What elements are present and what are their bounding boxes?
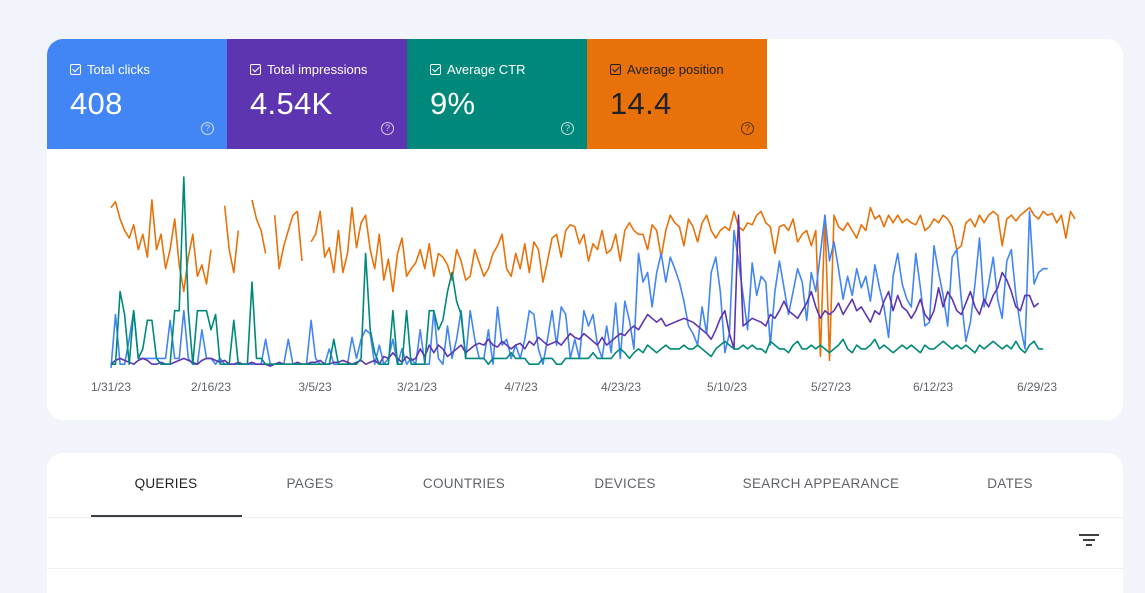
metric-card-total-impressions[interactable]: Total impressions 4.54K ? <box>227 39 407 149</box>
series-line-average-ctr <box>111 176 1044 365</box>
series-line-average-position <box>310 206 1076 362</box>
report-tabs-card: QUERIES PAGES COUNTRIES DEVICES SEARCH A… <box>47 453 1123 593</box>
tab-devices[interactable]: DEVICES <box>594 476 656 491</box>
metric-value: 408 <box>70 86 123 121</box>
help-icon[interactable]: ? <box>741 122 754 135</box>
performance-line-chart[interactable]: 1/31/23 2/16/23 3/5/23 3/21/23 4/7/23 4/23/23… <box>47 149 1123 420</box>
x-tick-label: 4/23/23 <box>601 380 641 394</box>
x-tick-label: 3/5/23 <box>298 380 332 394</box>
x-tick-label: 1/31/23 <box>91 380 131 394</box>
x-tick-label: 3/21/23 <box>397 380 437 394</box>
x-tick-label: 2/16/23 <box>191 380 231 394</box>
metric-label: Average position <box>627 62 724 77</box>
tab-search-appearance[interactable]: SEARCH APPEARANCE <box>742 476 900 491</box>
tab-queries[interactable]: QUERIES <box>134 476 198 491</box>
metric-label: Total clicks <box>87 62 150 77</box>
x-tick-label: 5/27/23 <box>811 380 851 394</box>
filter-list-icon[interactable] <box>1078 532 1100 548</box>
series-line-total-impressions <box>110 214 1040 367</box>
tab-pages[interactable]: PAGES <box>286 476 334 491</box>
checkbox-icon[interactable] <box>70 64 81 75</box>
x-tick-label: 6/12/23 <box>913 380 953 394</box>
x-tick-label: 6/29/23 <box>1017 380 1057 394</box>
checkbox-icon[interactable] <box>250 64 261 75</box>
table-divider <box>47 568 1123 569</box>
series-line-average-position <box>110 199 212 293</box>
active-tab-indicator <box>91 515 242 517</box>
series-line-average-position <box>223 205 240 274</box>
metric-value: 14.4 <box>610 86 672 121</box>
help-icon[interactable]: ? <box>201 122 214 135</box>
performance-card: Total clicks 408 ? Total impressions 4.5… <box>47 39 1123 420</box>
metric-label: Total impressions <box>267 62 368 77</box>
series-line-average-position <box>273 210 303 270</box>
tab-dates[interactable]: DATES <box>987 476 1033 491</box>
metric-cards: Total clicks 408 ? Total impressions 4.5… <box>47 39 767 149</box>
x-tick-label: 4/7/23 <box>504 380 538 394</box>
metric-card-average-position[interactable]: Average position 14.4 ? <box>587 39 767 149</box>
x-tick-label: 5/10/23 <box>707 380 747 394</box>
metric-value: 9% <box>430 86 476 121</box>
metric-card-total-clicks[interactable]: Total clicks 408 ? <box>47 39 227 149</box>
metric-value: 4.54K <box>250 86 333 121</box>
series-line-average-position <box>251 199 267 254</box>
help-icon[interactable]: ? <box>381 122 394 135</box>
checkbox-icon[interactable] <box>610 64 621 75</box>
help-icon[interactable]: ? <box>561 122 574 135</box>
checkbox-icon[interactable] <box>430 64 441 75</box>
metric-card-average-ctr[interactable]: Average CTR 9% ? <box>407 39 587 149</box>
tab-countries[interactable]: COUNTRIES <box>422 476 506 491</box>
tab-bar: QUERIES PAGES COUNTRIES DEVICES SEARCH A… <box>47 453 1123 518</box>
metric-label: Average CTR <box>447 62 526 77</box>
